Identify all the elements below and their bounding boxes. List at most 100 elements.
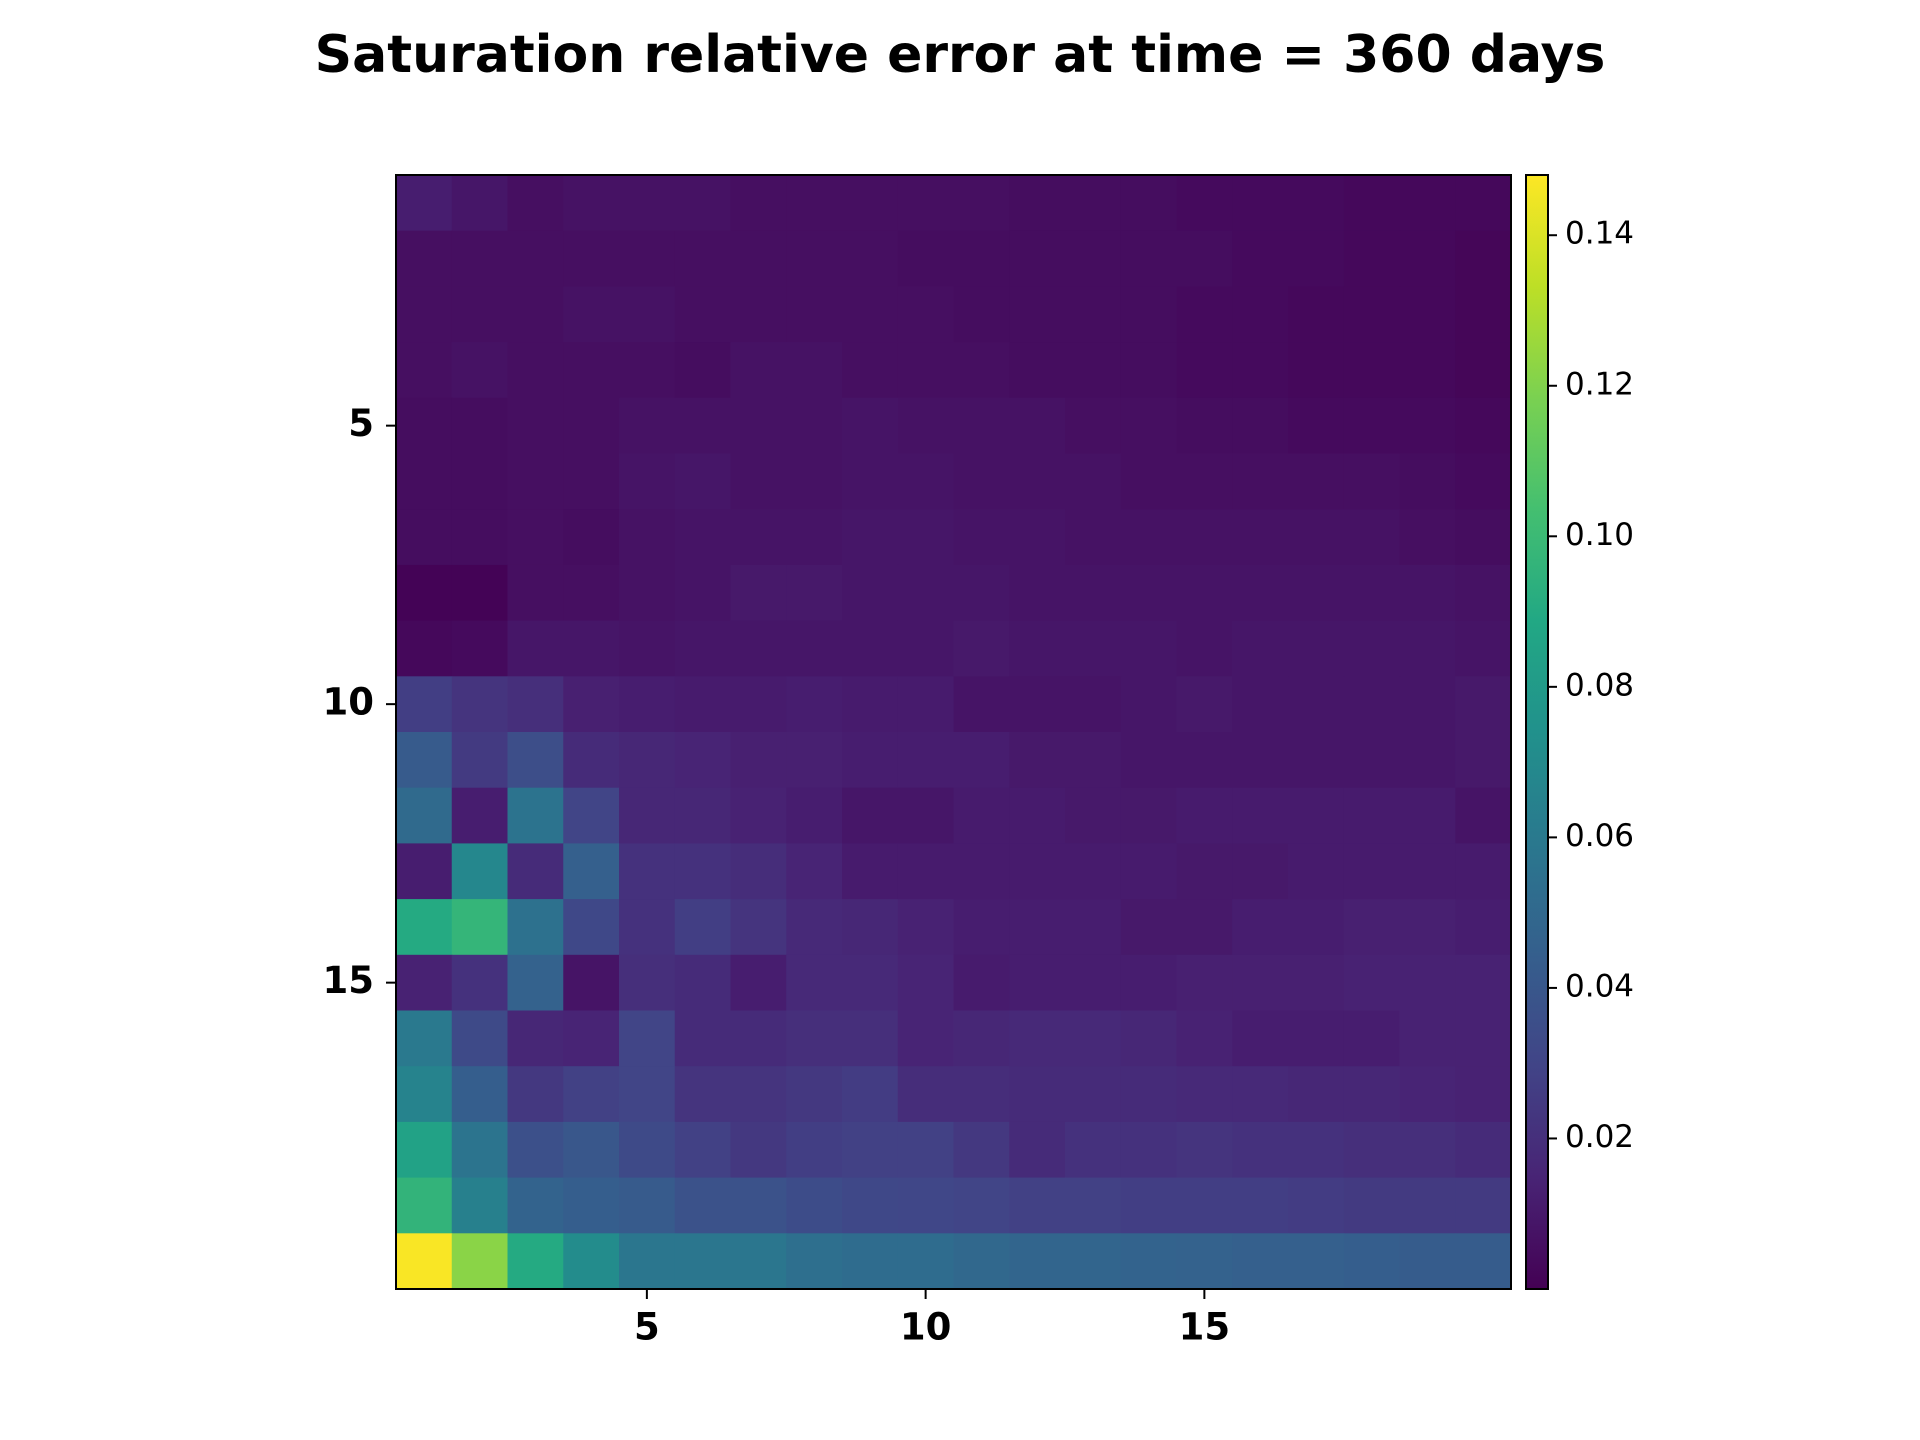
heatmap-cell [842,286,899,343]
heatmap-cell [1232,732,1289,789]
heatmap-cell [396,954,453,1012]
heatmap-cell [396,1066,453,1123]
heatmap-cell [507,342,564,399]
heatmap-cell [507,453,564,510]
heatmap-cell [953,843,1010,900]
heatmap-cell [1120,397,1178,455]
heatmap-cell [1343,175,1401,232]
heatmap-cell [1120,342,1178,399]
heatmap-cell [507,843,564,900]
heatmap-cell [1343,620,1401,677]
heatmap-cell [1232,954,1289,1012]
y-tick-label: 10 [323,681,375,724]
heatmap-cell [1120,620,1178,677]
heatmap-cell [619,564,676,622]
heatmap-cell [786,1010,843,1067]
heatmap-cell [507,175,564,232]
heatmap-cell [842,676,899,733]
heatmap-cell [786,787,843,844]
heatmap-cell [1120,899,1178,956]
heatmap-cell [953,1066,1010,1123]
heatmap-cell [1399,453,1456,510]
heatmap-cell [1288,286,1345,343]
heatmap-cell [1065,1121,1122,1179]
heatmap-cell [1009,732,1066,789]
heatmap-cell [1065,509,1122,566]
heatmap-cell [507,899,564,956]
heatmap-cell [786,1066,843,1123]
heatmap-cell [396,1233,453,1290]
heatmap-cell [563,509,620,566]
heatmap-cell [1232,342,1289,399]
heatmap-cell [563,397,620,455]
heatmap-cell [897,787,955,844]
heatmap-cell [842,342,899,399]
heatmap-cell [730,175,787,232]
heatmap-cell [451,175,509,232]
heatmap-cell [730,1121,787,1179]
heatmap-cell [1288,453,1345,510]
heatmap-cell [1343,509,1401,566]
heatmap-cell [1343,787,1401,844]
heatmap-cell [842,954,899,1012]
heatmap-cell [730,230,787,287]
heatmap-cell [1176,564,1233,622]
heatmap-cell [1343,1233,1401,1290]
heatmap-cell [619,1233,676,1290]
heatmap-cell [897,342,955,399]
heatmap-cell [1120,1121,1178,1179]
heatmap-cell [1343,1177,1401,1234]
heatmap-cell [786,1177,843,1234]
heatmap-cell [1455,843,1512,900]
heatmap-cell [730,954,787,1012]
heatmap-cell [396,230,453,287]
heatmap-cell [1176,787,1233,844]
heatmap-cell [1120,732,1178,789]
heatmap-cell [507,1233,564,1290]
heatmap-cell [1065,1177,1122,1234]
heatmap-cell [842,453,899,510]
heatmap-cell [730,620,787,677]
heatmap-cell [1232,509,1289,566]
heatmap-cell [1399,676,1456,733]
heatmap-cell [674,1066,732,1123]
x-tick-label: 10 [900,1306,952,1349]
heatmap-cell [1399,230,1456,287]
heatmap-cell [1009,1010,1066,1067]
heatmap-cell [451,342,509,399]
heatmap-cell [451,899,509,956]
heatmap-cell [730,509,787,566]
heatmap-cell [953,509,1010,566]
heatmap-cell [786,676,843,733]
heatmap-cell [507,1177,564,1234]
heatmap-cell [1399,1177,1456,1234]
heatmap-cell [730,564,787,622]
heatmap-cell [1065,453,1122,510]
heatmap-cell [897,1010,955,1067]
heatmap-cell [730,787,787,844]
heatmap-cell [730,1010,787,1067]
heatmap-cell [1065,230,1122,287]
heatmap-cell [396,397,453,455]
heatmap-cell [1120,843,1178,900]
heatmap-cell [563,230,620,287]
heatmap-cell [1232,1010,1289,1067]
heatmap-cell [897,1233,955,1290]
heatmap-cell [619,676,676,733]
heatmap-cell [1009,230,1066,287]
heatmap-cell [1009,1066,1066,1123]
heatmap-cell [507,954,564,1012]
heatmap-cell [1009,1233,1066,1290]
heatmap-cell [396,1010,453,1067]
heatmap-cell [1343,954,1401,1012]
heatmap-cell [619,620,676,677]
heatmap-cell [1176,286,1233,343]
heatmap-cell [897,230,955,287]
heatmap-cell [507,564,564,622]
heatmap-cell [674,397,732,455]
heatmap-cell [953,397,1010,455]
heatmap-cell [563,453,620,510]
heatmap-cell [396,1121,453,1179]
